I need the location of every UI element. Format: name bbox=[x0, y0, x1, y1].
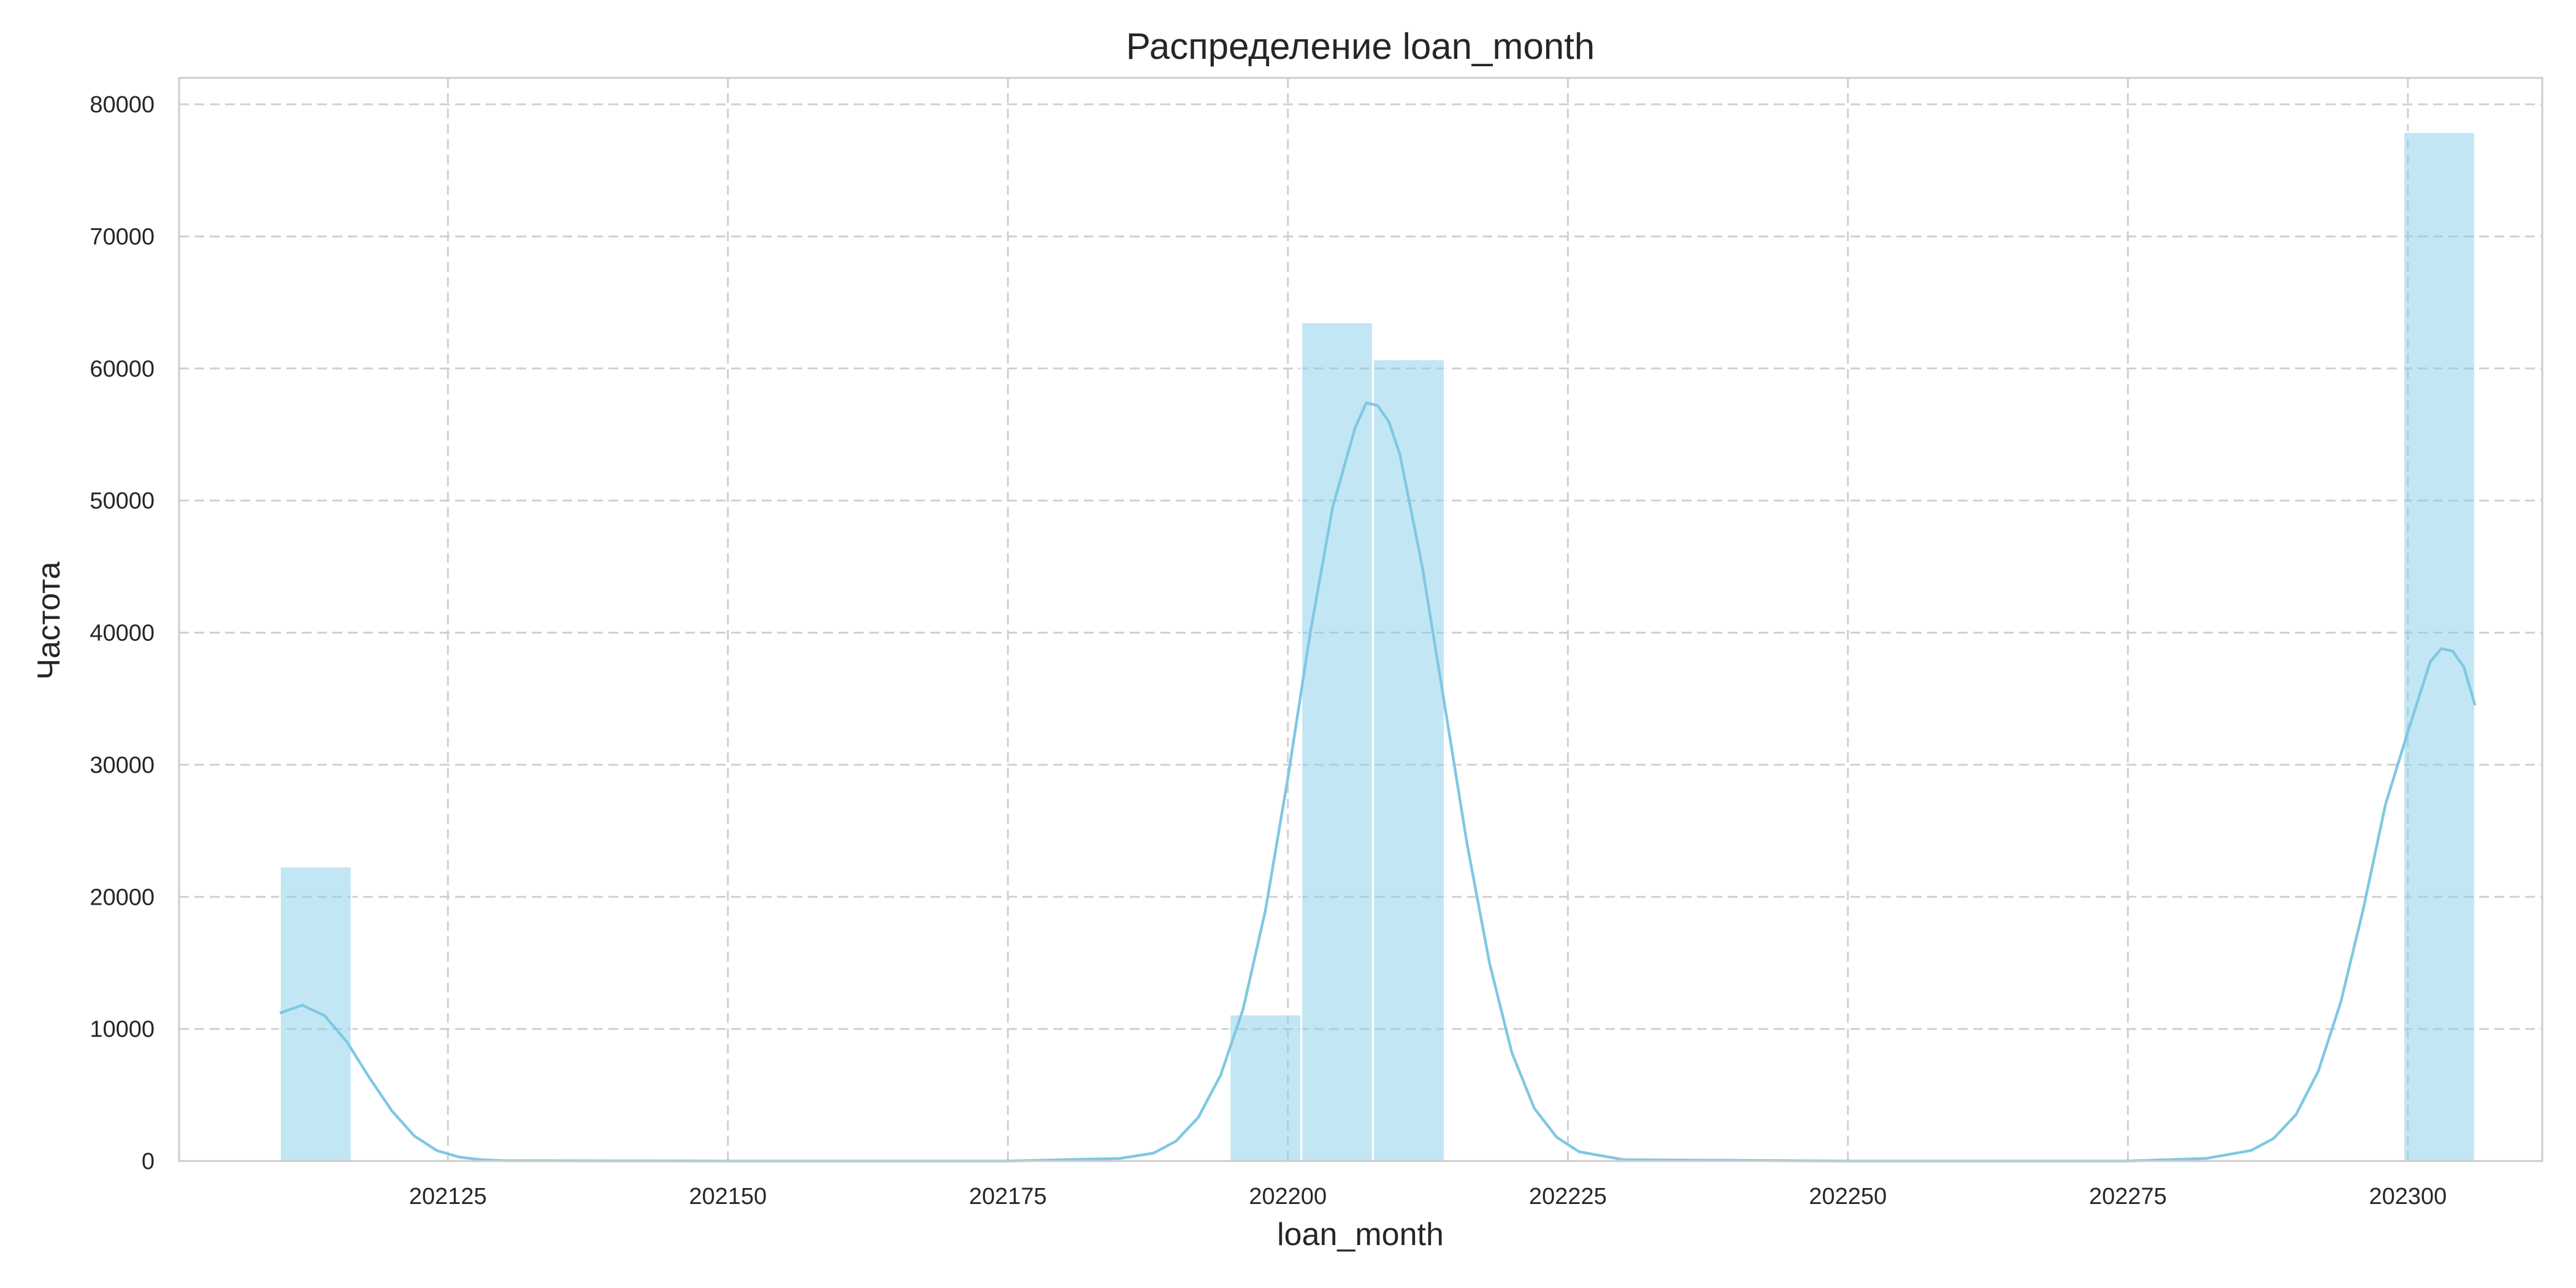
histogram-bar bbox=[278, 865, 353, 1162]
x-tick-label: 202200 bbox=[1249, 1184, 1327, 1209]
histogram-bar bbox=[2402, 131, 2476, 1162]
y-tick-label: 30000 bbox=[90, 753, 155, 778]
x-axis-label: loan_month bbox=[1277, 1217, 1444, 1252]
y-tick-label: 40000 bbox=[90, 621, 155, 646]
x-tick-label: 202275 bbox=[2089, 1184, 2167, 1209]
chart-title: Распределение loan_month bbox=[1126, 26, 1595, 67]
x-tick-label: 202175 bbox=[969, 1184, 1047, 1209]
y-tick-label: 60000 bbox=[90, 356, 155, 382]
histogram-bar bbox=[1300, 321, 1374, 1162]
histogram-bar bbox=[1372, 358, 1446, 1162]
y-tick-label: 70000 bbox=[90, 224, 155, 250]
histogram-bars bbox=[278, 131, 2476, 1162]
x-tick-label: 202150 bbox=[689, 1184, 767, 1209]
kde-curve bbox=[279, 401, 2477, 1163]
x-tick-label: 202225 bbox=[1529, 1184, 1607, 1209]
y-tick-label: 10000 bbox=[90, 1017, 155, 1043]
histogram-bar bbox=[1229, 1013, 1303, 1162]
kde-line bbox=[279, 401, 2477, 1163]
x-tick-label: 202300 bbox=[2369, 1184, 2447, 1209]
x-tick-label: 202250 bbox=[1809, 1184, 1887, 1209]
x-tick-label: 202125 bbox=[409, 1184, 487, 1209]
y-tick-label: 80000 bbox=[90, 92, 155, 118]
y-tick-label: 50000 bbox=[90, 488, 155, 514]
y-axis-label: Частота bbox=[31, 562, 67, 680]
y-tick-labels: 0 10000 20000 30000 40000 50000 60000 70000 8000… bbox=[90, 92, 155, 1175]
plot-frame bbox=[178, 77, 2543, 1162]
y-tick-label: 0 bbox=[142, 1149, 155, 1175]
x-tick-labels: 202125 202150 202175 202200 202225 202250 2022… bbox=[409, 1184, 2447, 1209]
y-tick-label: 20000 bbox=[90, 884, 155, 910]
